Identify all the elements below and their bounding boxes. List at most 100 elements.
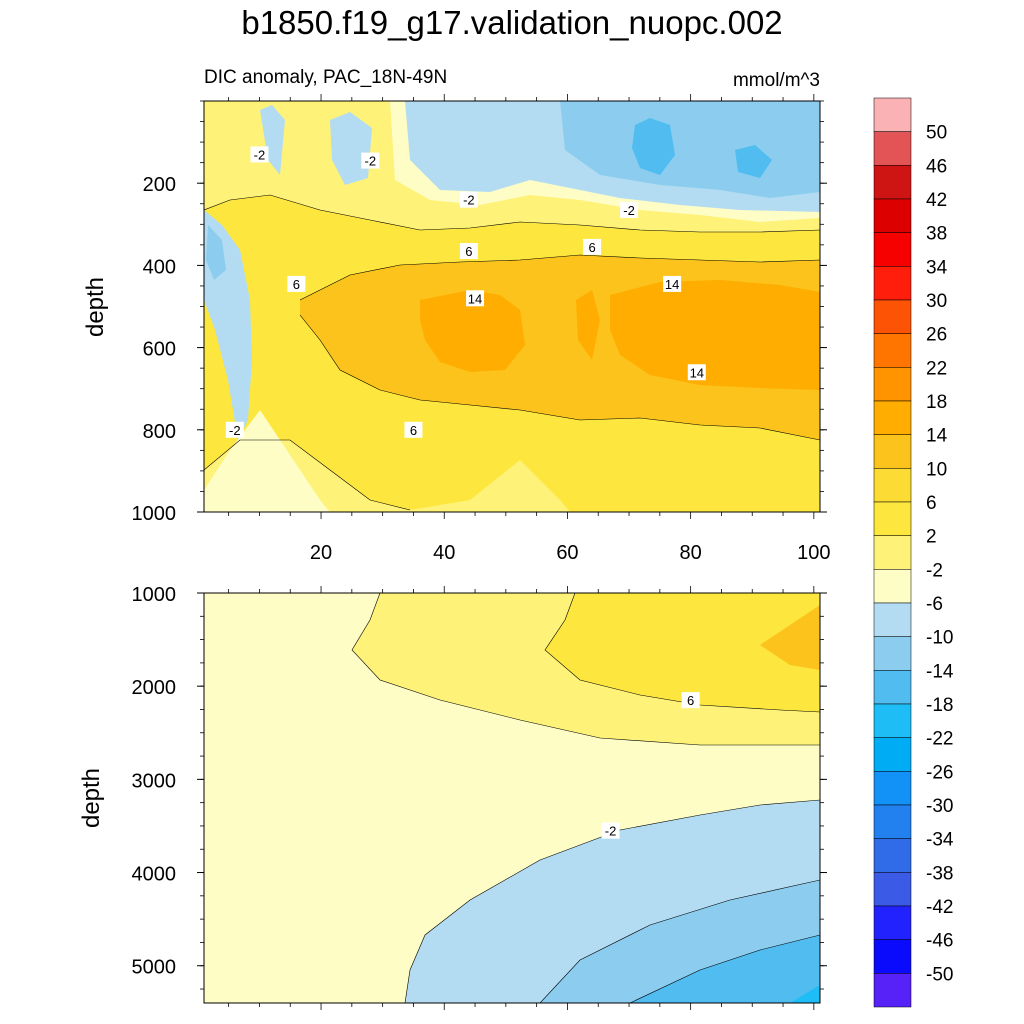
- colorbar-swatch: [873, 905, 912, 940]
- upper-panel-contours: [204, 194, 820, 511]
- colorbar-label: 14: [926, 426, 948, 447]
- upper-fill-surface-neg3: [632, 118, 675, 175]
- contour-label-bg: [459, 191, 478, 208]
- colorbar-label: 2: [926, 527, 937, 548]
- lower-fill-10: [760, 605, 820, 670]
- lower-contour-neg2: [404, 799, 820, 1003]
- colorbar-swatch: [873, 838, 912, 873]
- upper-contour-b: [299, 254, 820, 301]
- y-tick-label: 600: [143, 339, 176, 361]
- colorbar-label: 18: [926, 392, 947, 413]
- y-tick-label: 400: [143, 256, 176, 278]
- colorbar-swatch: [873, 771, 912, 806]
- x-tick-label: 60: [556, 542, 578, 564]
- colorbar-swatch: [873, 872, 912, 907]
- x-tick-label: 20: [310, 542, 332, 564]
- lower-contour-neg6: [539, 879, 820, 1003]
- lower-panel-contours: [351, 593, 820, 1003]
- x-tick-label: 80: [680, 542, 702, 564]
- upper-fill-core-14b: [610, 280, 820, 390]
- colorbar-swatch: [873, 569, 912, 604]
- colorbar-label: 34: [926, 257, 948, 278]
- contour-label-bg: [601, 822, 620, 839]
- lower-panel-fills: [204, 593, 820, 1003]
- contour-label: -2: [229, 423, 241, 438]
- colorbar-label: -10: [926, 628, 953, 649]
- colorbar-swatch: [873, 703, 912, 738]
- contour-label-bg: [583, 238, 602, 255]
- contour-labels: -2 -2 -2 -2 6 6 6 14 14 14 -2 6 6 -2: [225, 146, 706, 839]
- colorbar-label: -34: [926, 830, 954, 851]
- upper-contour-d: [204, 439, 411, 511]
- colorbar-label: -30: [926, 796, 953, 817]
- colorbar-swatch: [873, 232, 912, 267]
- y-tick-label: 2000: [132, 677, 177, 699]
- colorbar-label: 30: [926, 291, 947, 312]
- colorbar-label: 22: [926, 358, 947, 379]
- colorbar-label: -50: [926, 964, 953, 985]
- lower-fill-6: [545, 593, 820, 712]
- lower-fill-neg14: [790, 985, 820, 1003]
- upper-panel-fills: [204, 101, 820, 512]
- colorbar-label: -14: [926, 661, 954, 682]
- upper-fill-core-14c: [576, 290, 600, 360]
- contour-label: 6: [687, 693, 694, 708]
- x-tick-label: 100: [797, 542, 830, 564]
- y-tick-label: 1000: [132, 503, 177, 525]
- colorbar-label: -6: [926, 594, 943, 615]
- lower-ylabel: depth: [78, 768, 105, 828]
- y-tick-label: 3000: [132, 770, 177, 792]
- upper-contour-a: [204, 194, 820, 233]
- contour-label: 6: [410, 423, 417, 438]
- upper-contour-c: [299, 314, 820, 441]
- chart-title: b1850.f19_g17.validation_nuopc.002: [241, 4, 782, 41]
- contour-label-bg: [225, 421, 244, 438]
- lower-contour-neg10: [629, 934, 820, 1003]
- colorbar-label: -42: [926, 897, 953, 918]
- colorbar: 50 46 42 38 34 30 26 22 18 14 10 6 2 -2 -6 -10 -14 -18 -22…: [873, 97, 954, 1008]
- contour-label: -2: [365, 154, 377, 169]
- colorbar-swatch: [873, 939, 912, 974]
- contour-label-bg: [459, 243, 478, 260]
- colorbar-swatch: [873, 299, 912, 334]
- colorbar-swatch: [873, 131, 912, 166]
- colorbar-label: 38: [926, 224, 947, 245]
- upper-fill-surface-neg4: [735, 145, 772, 178]
- contour-label-bg: [287, 275, 306, 292]
- contour-label: 14: [468, 291, 482, 306]
- contour-label: -2: [463, 193, 475, 208]
- colorbar-label: -26: [926, 762, 953, 783]
- colorbar-swatch: [873, 468, 912, 503]
- colorbar-swatch: [873, 333, 912, 368]
- upper-ylabel: depth: [82, 277, 109, 337]
- y-tick-label: 5000: [132, 957, 177, 979]
- contour-label: -2: [254, 147, 266, 162]
- colorbar-swatch: [873, 198, 912, 233]
- y-tick-label: 4000: [132, 864, 177, 886]
- y-tick-label: 1000: [132, 584, 177, 606]
- contour-label: 14: [690, 365, 704, 380]
- colorbar-swatch: [873, 501, 912, 536]
- colorbar-label: -22: [926, 729, 953, 750]
- y-tick-label: 200: [143, 174, 176, 196]
- lower-fill-neg10: [630, 935, 820, 1003]
- colorbar-label: 42: [926, 190, 947, 211]
- colorbar-swatch: [873, 165, 912, 200]
- units-label: mmol/m^3: [733, 70, 820, 91]
- upper-fill-deep-pale: [204, 410, 330, 512]
- contour-label-bg: [250, 146, 269, 163]
- contour-label: -2: [623, 203, 635, 218]
- axis-ticks: 200 400 600 800 1000 1000 2000 3000 4000 5000 20 40…: [132, 94, 831, 1010]
- colorbar-label: 26: [926, 325, 947, 346]
- upper-fill-core-14a: [420, 290, 525, 372]
- colorbar-label: 6: [926, 493, 937, 514]
- colorbar-swatch: [873, 266, 912, 301]
- contour-label: -2: [605, 824, 617, 839]
- contour-label-bg: [404, 421, 423, 438]
- contour-label-bg: [620, 201, 639, 218]
- colorbar-label: -46: [926, 931, 953, 952]
- lower-contour-6: [544, 593, 820, 713]
- colorbar-swatch: [873, 434, 912, 469]
- contour-label: 6: [293, 277, 300, 292]
- colorbar-swatch: [873, 400, 912, 435]
